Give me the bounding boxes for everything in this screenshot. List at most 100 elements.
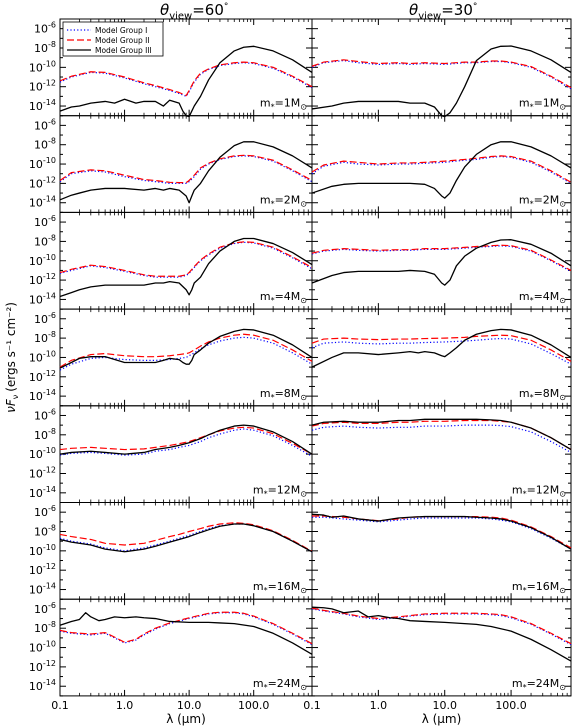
mass-label-sun-symbol: ⊙ [559,296,566,305]
x-tick-label: 100.0 [495,699,527,712]
y-tick-label: 10-12 [29,659,56,674]
y-tick-exponent: -8 [48,620,56,629]
mass-label-star: * [523,683,527,692]
mass-label-m: m [253,484,264,497]
mass-label-m: m [253,580,264,593]
y-tick-exponent: -6 [48,601,56,610]
legend-label: Model Group II [95,36,150,45]
mass-label-value: =12M [527,484,560,497]
y-tick-exponent: -6 [48,214,56,223]
y-tick-label: 10-10 [29,156,56,171]
y-tick-exponent: -14 [43,582,56,591]
mass-label-value: =2M [275,193,301,206]
series-line-model-group-ii [59,611,313,645]
mass-label-star: * [271,296,275,305]
mass-label-star: * [530,296,534,305]
x-tick-label: 10.0 [432,699,457,712]
mass-label: m*=24M⊙ [512,677,566,692]
mass-label-sun-symbol: ⊙ [300,103,307,112]
y-tick-label: 10-14 [29,485,56,500]
panel-frame [311,211,572,310]
y-tick-label: 10-14 [29,388,56,403]
y-tick-exponent: -14 [43,291,56,300]
y-tick-label: 10-12 [29,79,56,94]
x-axis-label: λ (μm) [166,712,206,726]
y-tick-label: 10-10 [29,446,56,461]
mass-label: m*=12M⊙ [512,484,566,499]
y-tick-exponent: -10 [43,349,56,358]
series-line-model-group-i [59,428,313,457]
series-line-model-group-ii [59,154,313,184]
series-line-model-group-i [59,155,313,184]
theta-symbol: θ [160,1,170,19]
legend-label: Model Group III [95,46,152,55]
y-tick-exponent: -8 [48,524,56,533]
y-axis-label-units: (ergs s⁻¹ cm⁻²) [4,302,18,392]
y-axis-label: νFν (ergs s⁻¹ cm⁻²) [4,302,20,413]
y-tick-exponent: -10 [43,640,56,649]
mass-label-star: * [530,393,534,402]
series-line-model-group-iii [311,606,572,662]
y-tick-exponent: -6 [48,311,56,320]
mass-label-value: =2M [534,193,560,206]
series-line-model-group-i [59,241,313,278]
column-title-30: θview=30° [409,1,477,22]
mass-label-m: m [512,580,523,593]
y-tick-label: 10-10 [29,59,56,74]
y-tick-exponent: -10 [43,543,56,552]
series-line-model-group-i [311,337,572,365]
mass-label-sun-symbol: ⊙ [300,199,307,208]
mass-label: m*=12M⊙ [253,484,307,499]
mass-label-m: m [519,193,530,206]
theta-subscript: view [418,11,442,22]
series-line-model-group-i [59,612,313,646]
mass-label-sun-symbol: ⊙ [559,586,566,595]
mass-label-m: m [260,387,271,400]
legend-label: Model Group I [95,26,147,35]
mass-label-m: m [260,290,271,303]
x-tick-label: 0.1 [51,699,69,712]
y-tick-exponent: -8 [48,233,56,242]
series-line-model-group-ii [59,426,313,455]
y-tick-label: 10-14 [29,291,56,306]
y-tick-exponent: -14 [43,678,56,687]
series-line-model-group-ii [59,522,313,552]
series-line-model-group-iii [59,612,313,655]
mass-label-star: * [264,586,268,595]
series-line-model-group-i [311,155,572,184]
mass-label-star: * [530,103,534,112]
mass-label: m*=1M⊙ [519,97,566,112]
y-tick-label: 10-10 [29,349,56,364]
x-tick-label: 1.0 [116,699,134,712]
mass-label-value: =8M [534,387,560,400]
mass-label-star: * [523,490,527,499]
mass-label: m*=16M⊙ [253,580,307,595]
x-tick-label: 10.0 [177,699,202,712]
series-line-model-group-i [311,424,572,453]
series-line-model-group-ii [59,61,313,97]
mass-label-star: * [530,199,534,208]
series-line-model-group-i [311,608,572,646]
y-tick-exponent: -12 [43,272,56,281]
y-tick-exponent: -8 [48,330,56,339]
mass-label-value: =12M [268,484,301,497]
mass-label-value: =1M [275,97,301,110]
mass-label-sun-symbol: ⊙ [559,683,566,692]
mass-label-sun-symbol: ⊙ [300,393,307,402]
theta-subscript: view [169,11,193,22]
x-tick-label: 1.0 [370,699,388,712]
column-title-60: θview=60° [160,1,228,22]
y-tick-exponent: -12 [43,659,56,668]
mass-label-star: * [271,393,275,402]
y-tick-label: 10-14 [29,98,56,113]
y-tick-label: 10-6 [34,504,56,519]
series-line-model-group-ii [311,59,572,89]
y-tick-exponent: -14 [43,388,56,397]
y-tick-exponent: -6 [48,117,56,126]
y-tick-exponent: -14 [43,195,56,204]
y-tick-label: 10-10 [29,253,56,268]
y-tick-exponent: -8 [48,427,56,436]
y-tick-label: 10-12 [29,465,56,480]
